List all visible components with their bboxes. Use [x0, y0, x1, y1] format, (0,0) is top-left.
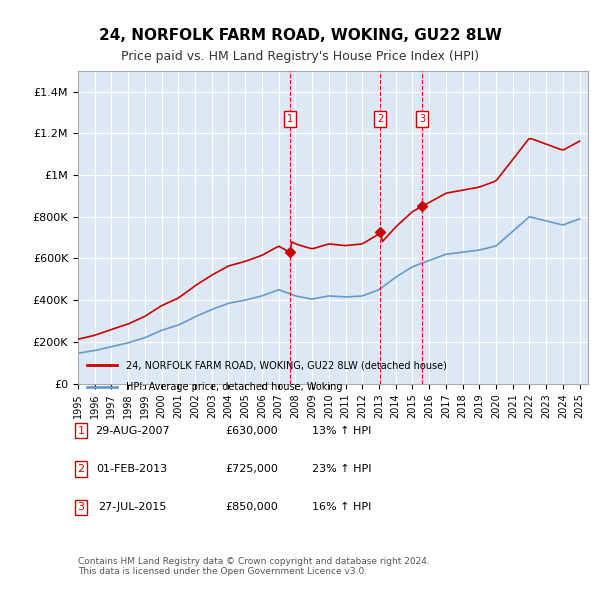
Text: 29-AUG-2007: 29-AUG-2007	[95, 426, 169, 435]
Text: 1: 1	[287, 114, 293, 124]
Text: £850,000: £850,000	[226, 503, 278, 512]
Text: HPI: Average price, detached house, Woking: HPI: Average price, detached house, Woki…	[125, 382, 342, 392]
Text: 3: 3	[419, 114, 425, 124]
Text: Price paid vs. HM Land Registry's House Price Index (HPI): Price paid vs. HM Land Registry's House …	[121, 50, 479, 63]
Text: 27-JUL-2015: 27-JUL-2015	[98, 503, 166, 512]
Text: 13% ↑ HPI: 13% ↑ HPI	[313, 426, 371, 435]
Text: 1: 1	[77, 426, 85, 435]
Text: 24, NORFOLK FARM ROAD, WOKING, GU22 8LW (detached house): 24, NORFOLK FARM ROAD, WOKING, GU22 8LW …	[125, 360, 446, 370]
Text: £630,000: £630,000	[226, 426, 278, 435]
Text: 3: 3	[77, 503, 85, 512]
Text: 2: 2	[377, 114, 383, 124]
Text: 01-FEB-2013: 01-FEB-2013	[97, 464, 167, 474]
Text: £725,000: £725,000	[226, 464, 278, 474]
Text: 16% ↑ HPI: 16% ↑ HPI	[313, 503, 371, 512]
Text: 2: 2	[77, 464, 85, 474]
Text: Contains HM Land Registry data © Crown copyright and database right 2024.
This d: Contains HM Land Registry data © Crown c…	[78, 557, 430, 576]
Text: 24, NORFOLK FARM ROAD, WOKING, GU22 8LW: 24, NORFOLK FARM ROAD, WOKING, GU22 8LW	[98, 28, 502, 43]
Text: 23% ↑ HPI: 23% ↑ HPI	[312, 464, 372, 474]
